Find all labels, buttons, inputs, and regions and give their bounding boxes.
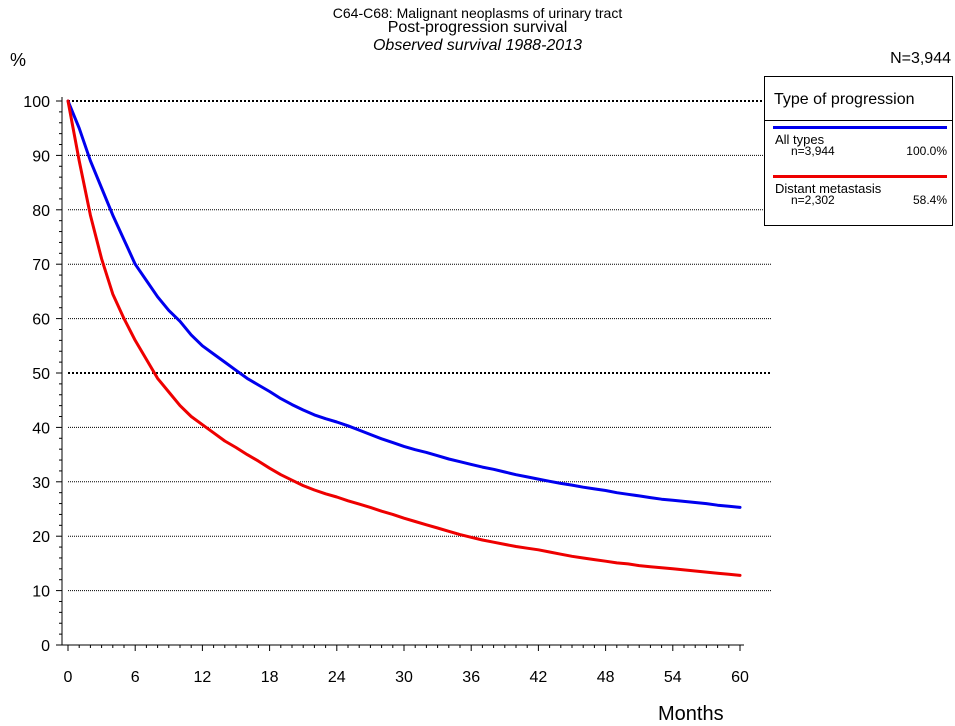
y-tick-label: 60 [32, 312, 50, 329]
y-tick-label: 90 [32, 148, 50, 165]
legend-title: Type of progression [774, 91, 915, 108]
y-tick-label: 20 [32, 529, 50, 546]
legend-item-count: n=3,944 [791, 144, 835, 158]
y-tick-label: 0 [41, 638, 50, 655]
y-axis-label: % [10, 50, 27, 70]
grid-lines [68, 100, 772, 592]
legend-swatch [773, 175, 947, 178]
x-tick-label: 48 [597, 669, 615, 686]
x-tick-label: 42 [530, 669, 548, 686]
y-tick-label: 80 [32, 203, 50, 220]
x-tick-label: 36 [462, 669, 480, 686]
x-tick-label: 54 [664, 669, 682, 686]
x-tick-label: 24 [328, 669, 346, 686]
legend-item-count: n=2,302 [791, 193, 835, 207]
y-tick-label: 100 [23, 94, 50, 111]
total-count: N=3,944 [890, 50, 951, 67]
legend-item-name: Distant metastasis [775, 181, 882, 196]
x-tick-label: 18 [261, 669, 279, 686]
legend-item-percent: 100.0% [906, 144, 947, 158]
tick-labels: 0 10 20 30 40 50 60 70 80 90 100 0 6 12 18 24 30 36 42 48 54… [23, 94, 749, 686]
x-tick-label: 30 [395, 669, 413, 686]
y-tick-label: 70 [32, 257, 50, 274]
x-tick-label: 60 [731, 669, 749, 686]
series-lines [66, 99, 742, 577]
series-line-all-types [66, 99, 742, 509]
x-tick-label: 6 [131, 669, 140, 686]
legend-swatch [773, 126, 947, 129]
x-tick-label: 12 [194, 669, 212, 686]
x-axis-label: Months [658, 703, 724, 725]
chart-title: Post-progression survival [387, 19, 568, 36]
series-line-distant-metastasis [66, 99, 742, 577]
legend: Type of progression All types n=3,944 10… [764, 76, 953, 226]
y-tick-label: 30 [32, 475, 50, 492]
legend-item-percent: 58.4% [912, 193, 947, 207]
y-tick-label: 50 [32, 366, 50, 383]
legend-divider [765, 120, 952, 121]
y-tick-label: 10 [32, 584, 50, 601]
chart-subtitle: Observed survival 1988-2013 [372, 37, 582, 54]
y-tick-label: 40 [32, 420, 50, 437]
chart-title-code: C64-C68: Malignant neoplasms of urinary … [332, 5, 623, 21]
axes [56, 97, 744, 651]
x-tick-label: 0 [64, 669, 73, 686]
legend-item-name: All types [775, 132, 825, 147]
